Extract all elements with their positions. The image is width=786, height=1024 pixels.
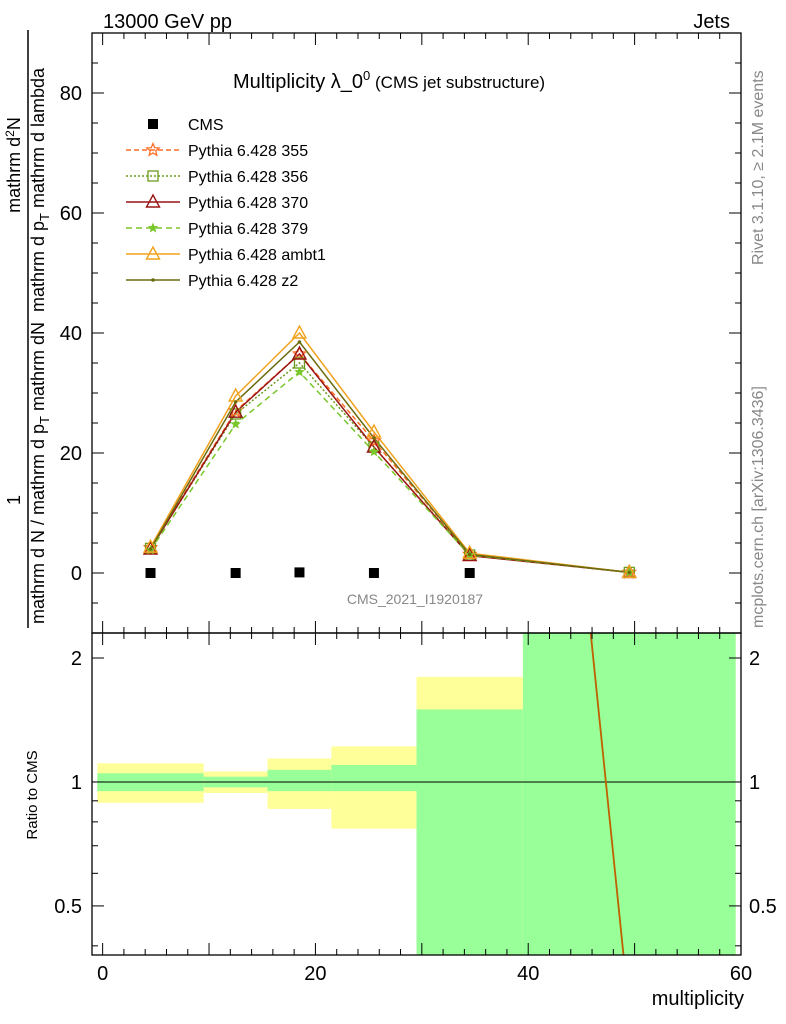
series-line-5 [149, 331, 630, 574]
legend-marker-3 [145, 193, 161, 208]
x-axis-label: multiplicity [652, 988, 744, 1010]
ratio-ytick-label-left-2: 2 [71, 648, 82, 670]
main-ytick-label-20: 20 [60, 443, 82, 465]
legend-marker-1 [145, 141, 161, 157]
axis-ticks: 0 20 40 60 80 0 20 40 60 0.5 0.5 1 1 2 2 [54, 32, 777, 985]
ratio-xtick-label-40: 40 [517, 963, 539, 985]
series-line-4 [149, 370, 630, 574]
legend-label-0: CMS [188, 117, 224, 134]
series-3-point-2 [291, 345, 308, 360]
series-0-point-1 [230, 568, 241, 578]
legend-marker-2 [147, 170, 159, 182]
series-6-point-4 [467, 552, 472, 557]
ratio-ylabel: Ratio to CMS [24, 750, 41, 839]
legend-marker-0 [148, 119, 158, 129]
ratio-frame [91, 632, 742, 956]
analysis-watermark: CMS_2021_I1920187 [347, 591, 483, 607]
ratio-xtick-label-0: 0 [97, 963, 108, 985]
legend-marker-4 [147, 222, 159, 233]
ratio-series-lines [589, 633, 625, 955]
series-line-3 [149, 352, 630, 574]
main-series-markers [142, 324, 638, 580]
ratio-band-stat-2 [267, 769, 332, 792]
series-5-point-0 [142, 538, 159, 553]
series-4-point-3 [368, 446, 380, 457]
ylabel-numerator: 1 [4, 495, 24, 505]
main-ytick-label-40: 40 [60, 323, 82, 345]
legend-label-5: Pythia 6.428 ambt1 [188, 247, 326, 264]
series-4-point-2 [294, 366, 305, 377]
series-5-point-4 [462, 544, 478, 559]
ratio-band-stat-3 [331, 764, 417, 792]
main-title: Multiplicity λ_00 (CMS jet substructure) [233, 68, 545, 93]
legend-label-4: Pythia 6.428 379 [188, 221, 308, 238]
series-1-point-2 [291, 345, 308, 361]
ratio-line-0 [589, 633, 625, 955]
series-6-point-2 [297, 340, 302, 344]
mcplots-label: mcplots.cern.ch [arXiv:1306.3436] [750, 386, 767, 628]
series-6-point-1 [233, 400, 238, 404]
series-6-point-3 [372, 436, 376, 440]
series-line-6 [149, 340, 630, 574]
ylabel-inner-denominator: mathrm d pT mathrm d lambda [28, 67, 52, 312]
series-line-1 [149, 352, 630, 574]
main-ytick-label-80: 80 [60, 83, 82, 105]
main-ytick-label-0: 0 [71, 563, 82, 585]
series-6-point-5 [627, 570, 632, 575]
ratio-band-stat-4 [416, 709, 523, 955]
series-line-2 [149, 361, 630, 574]
series-3-point-0 [142, 540, 159, 555]
ratio-ytick-label-right-0.5: 0.5 [749, 896, 777, 918]
ratio-ytick-label-left-1: 1 [71, 772, 82, 794]
header-left: 13000 GeV pp [103, 11, 232, 33]
ratio-bands [92, 633, 741, 955]
series-3-point-1 [227, 403, 244, 418]
legend-label-1: Pythia 6.428 355 [188, 143, 308, 160]
series-0-point-3 [368, 568, 379, 578]
series-5-point-5 [621, 563, 637, 579]
main-ylabel: 1 mathrm d N / mathrm d pT mathrm dN mat… [3, 30, 52, 628]
series-0-point-0 [145, 568, 156, 578]
series-5-point-2 [291, 324, 308, 339]
legend-label-6: Pythia 6.428 z2 [188, 273, 298, 290]
main-ytick-label-60: 60 [60, 203, 82, 225]
ylabel-denominator: mathrm d N / mathrm d pT mathrm dN [28, 322, 52, 624]
series-1-point-3 [366, 432, 382, 448]
series-0-point-2 [294, 567, 305, 578]
header-right: Jets [693, 11, 730, 33]
ylabel-inner-numerator: mathrm d2N [3, 117, 24, 213]
ratio-ytick-label-right-1: 1 [749, 772, 760, 794]
legend-label-3: Pythia 6.428 370 [188, 195, 308, 212]
legend-marker-5 [145, 245, 161, 260]
rivet-label: Rivet 3.1.10, ≥ 2.1M events [750, 70, 767, 265]
series-6-point-0 [148, 547, 153, 551]
series-4-point-1 [230, 418, 241, 429]
ratio-xtick-label-20: 20 [304, 963, 326, 985]
ratio-ytick-label-right-2: 2 [749, 648, 760, 670]
series-0-point-4 [464, 568, 475, 578]
main-series-lines [149, 331, 630, 574]
legend-marker-6 [151, 278, 155, 282]
ratio-band-stat-5 [522, 633, 736, 955]
ratio-ytick-label-left-0.5: 0.5 [54, 896, 82, 918]
legend-label-2: Pythia 6.428 356 [188, 169, 308, 186]
legend: CMS Pythia 6.428 355 Pythia 6.428 356 Pythi… [126, 117, 326, 290]
ratio-xtick-label-60: 60 [730, 963, 752, 985]
